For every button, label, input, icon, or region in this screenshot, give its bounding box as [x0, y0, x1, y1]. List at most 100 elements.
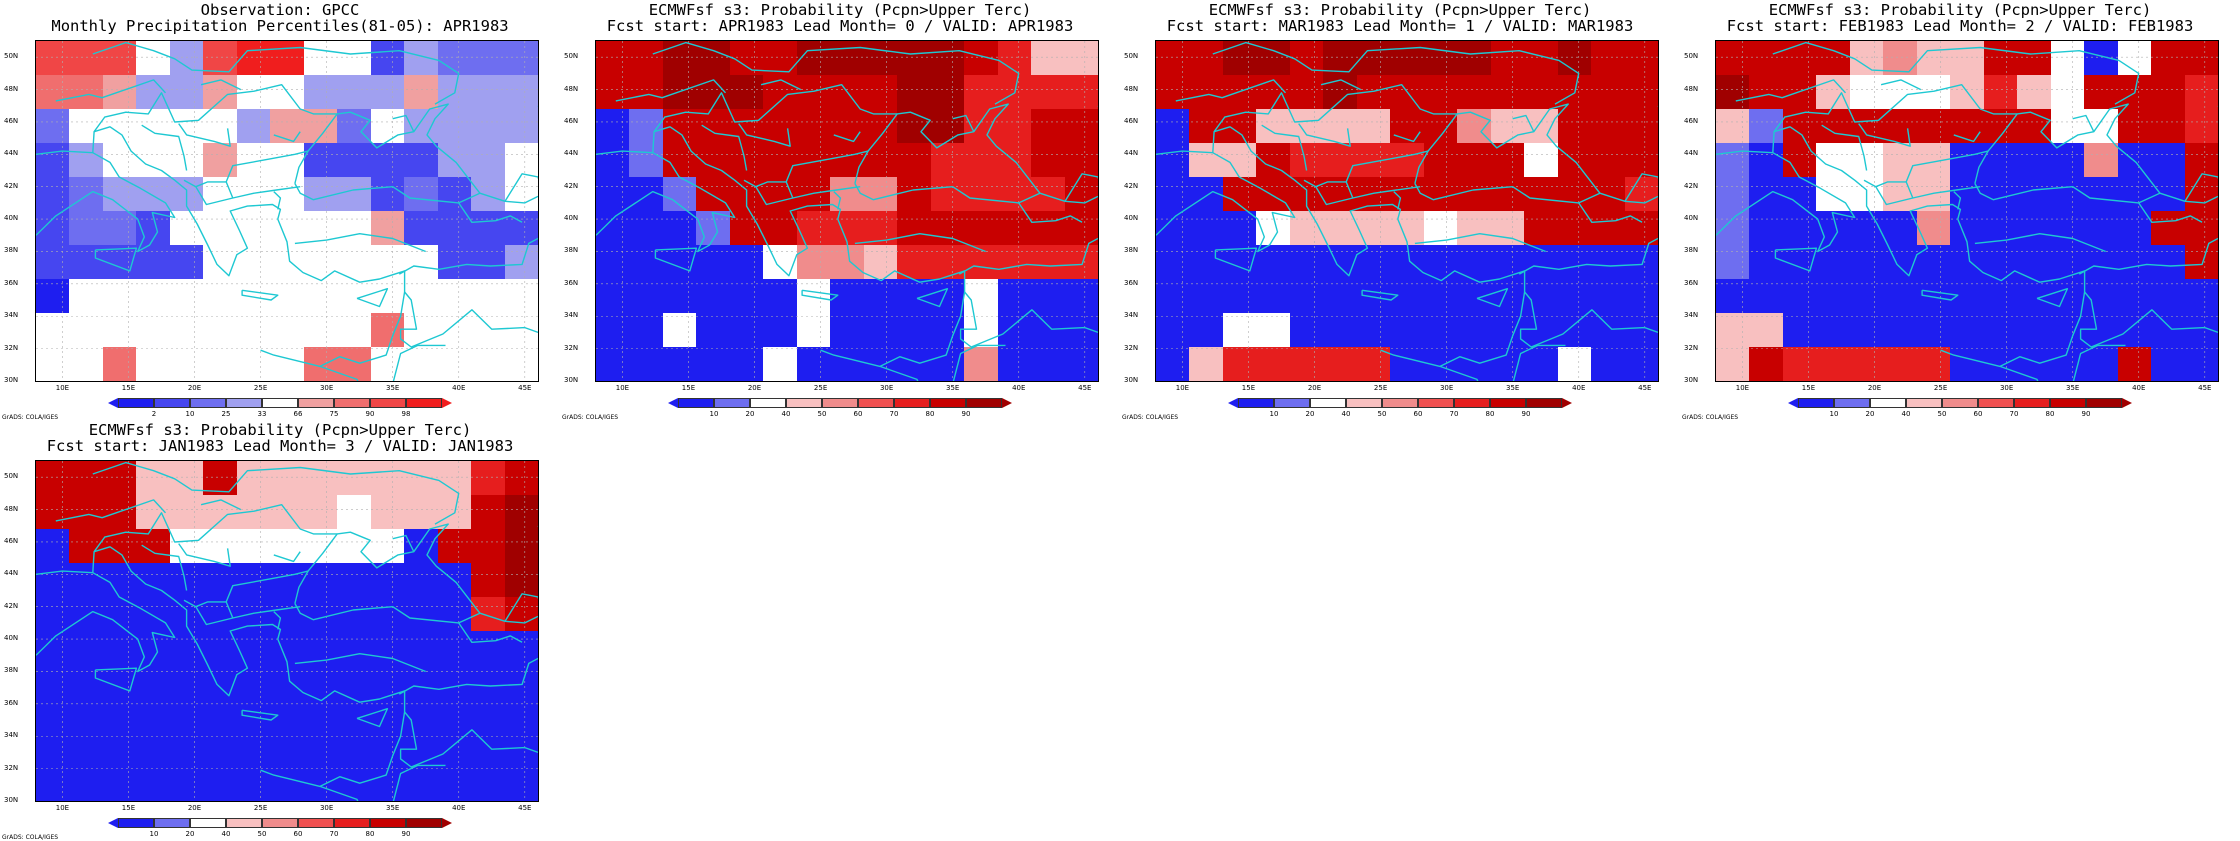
grid-cell [629, 143, 663, 177]
grid-cell [2184, 109, 2218, 143]
lat-label: 32N [1124, 343, 1139, 352]
grid-cell [337, 143, 371, 177]
grid-cell [404, 699, 438, 733]
lon-label: 10E [1735, 384, 1750, 392]
grid-cell [763, 211, 797, 245]
coastline [1905, 150, 1989, 183]
grid-cell [1624, 279, 1658, 313]
grid-cell [471, 733, 505, 767]
grid-cell [136, 347, 170, 381]
grid-cell [437, 279, 472, 313]
grid-cell [504, 665, 538, 699]
grid-cell [1816, 177, 1850, 211]
grid-cell [270, 41, 304, 75]
grid-cell [471, 665, 505, 699]
grid-cell [404, 767, 438, 801]
grid-cell [1256, 177, 1290, 211]
panel-title: ECMWFsf s3: Probability (Pcpn>Upper Terc… [648, 1, 1032, 19]
grid-cell [1457, 211, 1491, 245]
grid-cell [504, 461, 538, 495]
grid-cell [1591, 347, 1625, 381]
colorbar-segment [1310, 398, 1346, 408]
grid-cell [1524, 313, 1558, 347]
grid-cell [136, 177, 170, 211]
colorbar-segment [930, 398, 966, 408]
lon-label: 10E [55, 384, 70, 392]
grid-cell [596, 177, 630, 211]
grid-cell [1222, 41, 1257, 75]
grid-cell [36, 597, 70, 631]
grid-cell [437, 699, 472, 733]
grid-cell [102, 733, 137, 767]
grid-cell [471, 461, 505, 495]
grid-cell [964, 279, 998, 313]
lat-label: 50N [1684, 52, 1699, 61]
grid-cell [2084, 143, 2118, 177]
coastline [1716, 152, 1856, 253]
lat-label: 50N [4, 52, 19, 61]
colorbar-segment [370, 818, 406, 828]
grid-cell [437, 597, 472, 631]
grid-cell [303, 109, 338, 143]
grid-cell [2151, 109, 2185, 143]
grid-cell [2151, 143, 2185, 177]
grid-cell [662, 347, 697, 381]
grid-cell [370, 109, 405, 143]
colorbar-segment [334, 398, 370, 408]
map-panel-0: Observation: GPCC Monthly Precipitation P… [0, 0, 560, 421]
grid-cell [696, 313, 730, 347]
grid-cell [303, 597, 338, 631]
grid-cell [1591, 75, 1625, 109]
grid-cell [1883, 109, 1917, 143]
grid-cell [1031, 109, 1065, 143]
grid-cell [270, 211, 304, 245]
lat-label: 34N [564, 311, 579, 320]
grid-cell [1782, 211, 1817, 245]
map-frame [595, 40, 1099, 382]
colorbar-segment [190, 398, 226, 408]
coastline [785, 150, 869, 183]
grid-cell [337, 347, 371, 381]
coastline [1912, 186, 1981, 199]
grid-cell [102, 245, 137, 279]
grid-cell [796, 109, 831, 143]
lat-label: 42N [1684, 181, 1699, 190]
grid-cell [1524, 245, 1558, 279]
colorbar-label: 70 [329, 830, 339, 838]
grid-cell [1423, 41, 1458, 75]
grid-cell [1557, 211, 1592, 245]
grid-cell [2184, 75, 2218, 109]
grid-cell [69, 767, 103, 801]
colorbar-segment [1382, 398, 1418, 408]
grid-cell [169, 461, 204, 495]
grid-cell [1916, 279, 1951, 313]
grid-cell [2151, 41, 2185, 75]
grid-cell [203, 211, 237, 245]
grid-cell [1031, 313, 1065, 347]
grid-cell [1749, 347, 1783, 381]
coastline [1298, 123, 1351, 147]
grid-cell [1031, 41, 1065, 75]
credit-text: GrADS: COLA/IGES [562, 414, 619, 421]
lat-label: 48N [1684, 84, 1699, 93]
grid-cell [1883, 279, 1917, 313]
grid-cell [370, 211, 405, 245]
grid-cell [696, 177, 730, 211]
grid-cell [102, 699, 137, 733]
colorbar-label: 40 [1901, 410, 1911, 418]
grid-cell [964, 177, 998, 211]
colorbar-label: 40 [1341, 410, 1351, 418]
grid-cell [102, 279, 137, 313]
colorbar-segment [1454, 398, 1490, 408]
grid-cell [69, 461, 103, 495]
coastline [319, 785, 359, 801]
grid-cell [1557, 347, 1592, 381]
grid-cell [2117, 245, 2152, 279]
grid-cell [370, 597, 405, 631]
colorbar-label: 20 [745, 410, 755, 418]
grid-cell [404, 665, 438, 699]
grid-cell [830, 211, 864, 245]
grid-cell [2117, 347, 2152, 381]
grid-cell [1156, 347, 1190, 381]
colorbar-end-right [1562, 398, 1572, 408]
